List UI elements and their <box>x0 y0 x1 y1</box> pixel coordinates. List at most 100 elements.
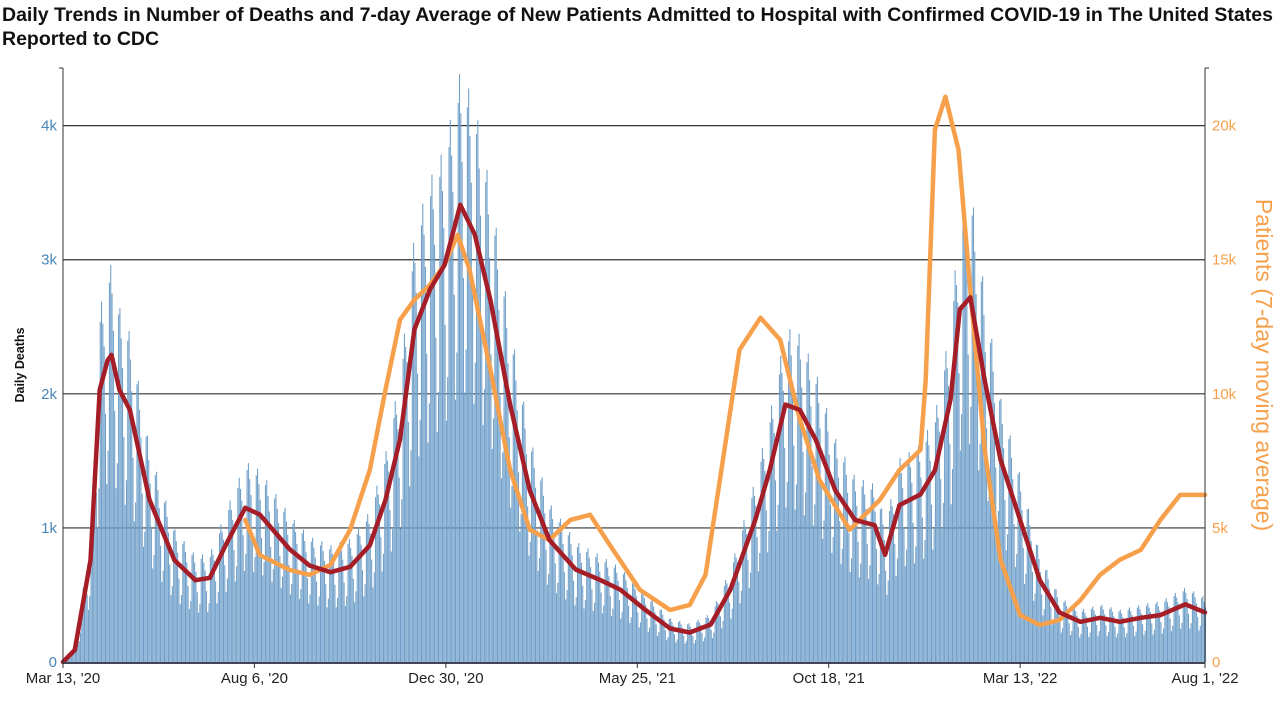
daily-deaths-bar <box>831 552 833 662</box>
daily-deaths-bar <box>932 549 934 662</box>
daily-deaths-bar <box>271 581 273 662</box>
daily-deaths-bar <box>836 458 838 662</box>
daily-deaths-bar <box>72 650 74 662</box>
daily-deaths-bar <box>304 541 306 662</box>
daily-deaths-bar <box>414 262 416 662</box>
daily-deaths-bar <box>503 296 505 662</box>
daily-deaths-bar <box>968 444 971 662</box>
daily-deaths-bar <box>685 640 687 662</box>
daily-deaths-bar <box>727 587 729 662</box>
daily-deaths-bar <box>1140 613 1142 662</box>
daily-deaths-bar <box>907 460 909 662</box>
daily-deaths-bar <box>705 617 707 662</box>
daily-deaths-bar <box>309 594 311 662</box>
daily-deaths-bar <box>811 466 813 662</box>
daily-deaths-bar <box>899 458 901 662</box>
daily-deaths-bar <box>222 539 225 662</box>
daily-deaths-bar <box>795 484 797 662</box>
daily-deaths-bar <box>364 584 366 662</box>
daily-deaths-bar <box>827 431 829 662</box>
daily-deaths-bar <box>318 596 320 662</box>
daily-deaths-bar <box>1018 472 1020 662</box>
daily-deaths-bar <box>723 586 725 662</box>
daily-deaths-bar <box>656 635 659 662</box>
daily-deaths-bar <box>940 478 942 662</box>
daily-deaths-bar <box>1145 605 1148 662</box>
daily-deaths-bar <box>1180 628 1182 662</box>
daily-deaths-bar <box>1163 628 1165 662</box>
daily-deaths-bar <box>1117 633 1119 662</box>
daily-deaths-bar <box>1201 597 1203 662</box>
daily-deaths-bar <box>114 410 116 662</box>
daily-deaths-bar <box>1038 559 1040 662</box>
daily-deaths-bar <box>358 527 360 662</box>
daily-deaths-bar <box>329 549 331 662</box>
daily-deaths-bar <box>519 531 521 662</box>
daily-deaths-bar <box>153 555 155 662</box>
daily-deaths-bar <box>402 358 404 662</box>
daily-deaths-bar <box>763 458 765 662</box>
daily-deaths-bar <box>209 556 211 662</box>
daily-deaths-bar <box>242 535 244 662</box>
daily-deaths-bar <box>1151 623 1153 662</box>
daily-deaths-bar <box>447 377 449 662</box>
daily-deaths-bar <box>701 633 703 662</box>
daily-deaths-bar <box>106 483 108 662</box>
daily-deaths-bar <box>950 504 952 662</box>
daily-deaths-bar <box>902 487 904 662</box>
daily-deaths-bar <box>1166 602 1169 662</box>
daily-deaths-bar <box>219 533 221 662</box>
daily-deaths-bar <box>689 626 691 662</box>
daily-deaths-bar <box>187 586 189 662</box>
daily-deaths-bar <box>764 470 766 662</box>
daily-deaths-bar <box>1094 614 1096 662</box>
daily-deaths-bar <box>1134 636 1136 662</box>
daily-deaths-bar <box>620 618 622 662</box>
daily-deaths-bar <box>1155 604 1157 662</box>
daily-deaths-bar <box>814 504 816 662</box>
daily-deaths-bar <box>664 630 666 662</box>
daily-deaths-bar <box>1071 630 1073 662</box>
daily-deaths-bar <box>238 477 240 662</box>
daily-deaths-bar <box>432 209 434 662</box>
daily-deaths-bar <box>760 461 762 662</box>
daily-deaths-bar <box>923 558 925 662</box>
daily-deaths-bar <box>681 627 683 662</box>
daily-deaths-bar <box>1007 534 1009 662</box>
daily-deaths-bar <box>166 516 168 662</box>
daily-deaths-bar <box>874 511 876 662</box>
daily-deaths-bar <box>104 413 107 662</box>
daily-deaths-bar <box>267 495 269 662</box>
daily-deaths-bar <box>375 497 377 662</box>
daily-deaths-bar <box>734 553 736 662</box>
daily-deaths-bar <box>694 639 697 662</box>
daily-deaths-bar <box>1088 636 1090 662</box>
daily-deaths-bar <box>642 591 644 662</box>
daily-deaths-bar <box>712 638 714 662</box>
daily-deaths-bar <box>799 359 801 662</box>
daily-deaths-bar <box>603 605 605 662</box>
daily-deaths-bar <box>335 607 337 662</box>
daily-deaths-bar <box>596 553 598 662</box>
daily-deaths-bar <box>629 623 631 662</box>
daily-deaths-bar <box>1185 592 1187 662</box>
daily-deaths-bar <box>1152 634 1154 662</box>
daily-deaths-bar <box>850 558 853 662</box>
daily-deaths-bar <box>118 314 120 662</box>
daily-deaths-bar <box>81 600 83 662</box>
daily-deaths-bar <box>965 231 967 662</box>
daily-deaths-bar <box>237 488 239 662</box>
daily-deaths-bar <box>486 170 488 663</box>
daily-deaths-bar <box>455 399 457 662</box>
daily-deaths-bar <box>710 630 712 662</box>
daily-deaths-bar <box>900 472 902 662</box>
daily-deaths-bar <box>773 433 775 662</box>
daily-deaths-bar <box>474 362 476 662</box>
daily-deaths-bar <box>1153 629 1155 662</box>
daily-deaths-bar <box>499 395 501 662</box>
daily-deaths-bar <box>141 493 143 662</box>
daily-deaths-bar <box>291 583 293 662</box>
daily-deaths-bar <box>445 420 447 662</box>
daily-deaths-bar <box>1118 611 1120 662</box>
daily-deaths-bar <box>843 462 845 662</box>
